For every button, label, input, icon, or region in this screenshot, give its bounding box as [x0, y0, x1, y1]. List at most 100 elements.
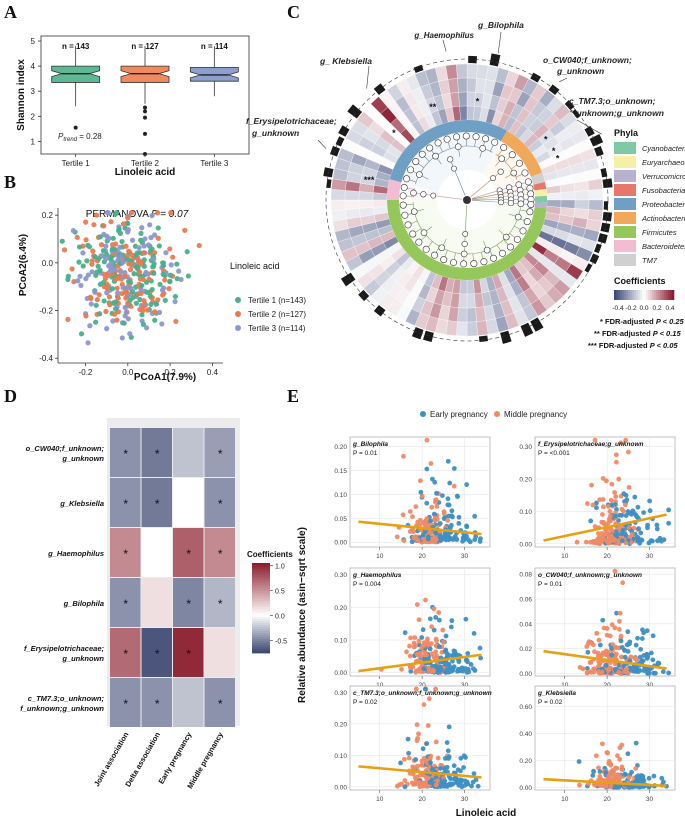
- panel-d-cell-1-3: [204, 478, 235, 527]
- panel-e-ytick-label-0-1: 0.05: [334, 516, 347, 523]
- panel-a-ytick-label-3: 4: [31, 62, 36, 71]
- panel-e-point-2-67: [465, 651, 471, 656]
- panel-e-point-3-34: [617, 618, 622, 624]
- panel-e-legend-swatch-middle: [494, 411, 500, 417]
- panel-e-point-2-178: [456, 658, 462, 663]
- panel-b-point-301: [96, 255, 102, 262]
- panel-b-point-181: [143, 325, 150, 331]
- panel-e-point-2-211: [446, 663, 452, 669]
- panel-e-point-2-93: [429, 624, 435, 630]
- panel-e-point-2-187: [414, 602, 420, 607]
- panel-c-coef-tick-4: 0.4: [665, 305, 674, 312]
- panel-b-point-336: [125, 316, 131, 322]
- panel-c-coef-gradient: [658, 290, 661, 300]
- panel-e-point-3-83: [585, 649, 591, 655]
- panel-e-point-4-205: [409, 780, 415, 786]
- panel-e-point-1-225: [596, 535, 602, 540]
- panel-e-fit-5: [543, 777, 667, 788]
- panel-e-point-4-227: [437, 766, 443, 771]
- panel-c-heat-cell: [466, 307, 477, 323]
- panel-b-point-131: [128, 210, 135, 216]
- panel-c-bar: [489, 53, 501, 67]
- panel-c-node: [519, 227, 527, 235]
- panel-e-point-1-174: [654, 522, 660, 528]
- panel-e-ytick-label-5-0: 0.00: [519, 785, 532, 792]
- panel-d-legend-gradient: [252, 587, 270, 590]
- panel-e-point-2-139: [443, 633, 449, 639]
- panel-c-bar: [589, 134, 604, 147]
- panel-e-point-1-206: [625, 509, 631, 514]
- panel-d-legend-gradient: [252, 605, 270, 608]
- panel-d-legend-gradient: [252, 609, 270, 612]
- panel-e-point-3-111: [597, 642, 603, 648]
- panel-b-point-70: [172, 293, 179, 300]
- panel-b-point-249: [151, 270, 157, 276]
- panel-e-point-1-76: [597, 497, 603, 503]
- panel-b-point-92: [144, 307, 151, 313]
- panel-b-point-316: [117, 244, 123, 250]
- panel-e-point-1-193: [624, 497, 630, 503]
- panel-c-label-erysipelo-1: f_Erysipelotrichaceae;: [246, 116, 337, 126]
- panel-e-point-1-45: [574, 539, 580, 545]
- panel-e-point-0-228: [445, 518, 451, 523]
- panel-e-point-4-199: [469, 783, 474, 789]
- panel-e-legend-early: Early pregnancy: [430, 410, 488, 419]
- panel-c-node: [460, 260, 468, 268]
- panel-e-point-0-106: [456, 514, 462, 520]
- panel-b-point-232: [156, 243, 162, 249]
- panel-c-node: [451, 165, 457, 172]
- panel-c-bar: [468, 55, 478, 64]
- panel-b-point-197: [104, 290, 110, 296]
- panel-c-heat-cell: [372, 192, 388, 201]
- panel-e-point-0-101: [432, 499, 438, 505]
- panel-c-node: [506, 243, 514, 251]
- panel-e-point-4-200: [422, 783, 428, 789]
- panel-e-point-2-227: [455, 652, 461, 658]
- panel-b-point-289: [120, 221, 127, 227]
- panel-e-point-2-50: [407, 643, 412, 649]
- panel-e-point-4-129: [433, 739, 439, 745]
- panel-b-legend-swatch-3: [235, 325, 241, 331]
- panel-d-row-label2-5: f_unknown;g_unknown: [20, 704, 104, 713]
- panel-b-point-163: [103, 243, 109, 249]
- panel-d-star-3-2: *: [186, 597, 191, 611]
- panel-e-point-1-123: [622, 502, 628, 508]
- panel-c-heat-cell: [458, 91, 468, 107]
- panel-e-point-2-218: [421, 666, 427, 672]
- panel-e-point-3-220: [622, 654, 628, 660]
- panel-b-point-211: [149, 286, 155, 293]
- panel-d-legend-gradient: [252, 567, 270, 570]
- panel-e-point-5-185: [590, 773, 596, 778]
- panel-e-point-5-114: [576, 759, 582, 764]
- panel-c-star-6: ***: [364, 175, 375, 185]
- panel-e-point-5-192: [615, 753, 620, 759]
- panel-e-point-5-209: [606, 777, 612, 782]
- panel-e-point-1-201: [608, 497, 614, 503]
- panel-e-point-0-223: [452, 534, 458, 539]
- panel-c-heat-cell: [466, 91, 476, 107]
- panel-c-heat-cell: [466, 279, 475, 295]
- panel-c-coef-gradient: [616, 290, 619, 300]
- panel-c-heat-cell: [344, 199, 360, 210]
- panel-c-coef-gradient: [622, 290, 625, 300]
- panel-d-legend-gradient: [252, 563, 270, 566]
- panel-d-star-0-3: *: [218, 447, 223, 461]
- panel-d-cell-0-1: [141, 428, 172, 477]
- panel-e-point-1-34: [635, 504, 641, 510]
- panel-e-xtick-label-5-1: 20: [604, 796, 612, 803]
- panel-d-star-3-3: *: [218, 597, 223, 611]
- panel-b-point-355: [112, 211, 119, 217]
- panel-e-point-2-66: [468, 662, 474, 667]
- panel-e-point-2-215: [451, 648, 457, 654]
- panel-d-legend-gradient: [252, 621, 270, 624]
- panel-c-heat-cell: [574, 199, 590, 210]
- panel-e-point-0-217: [444, 536, 450, 542]
- panel-d-legend-title: Coefficients: [247, 550, 293, 559]
- panel-c-bar: [603, 201, 609, 210]
- panel-e-point-2-131: [450, 658, 455, 664]
- panel-b-point-300: [137, 269, 143, 275]
- panel-c-heat-cell: [546, 192, 562, 201]
- panel-e-point-1-109: [613, 494, 619, 500]
- panel-d-cell-5-1: [141, 678, 172, 727]
- panel-e-point-5-43: [659, 775, 665, 781]
